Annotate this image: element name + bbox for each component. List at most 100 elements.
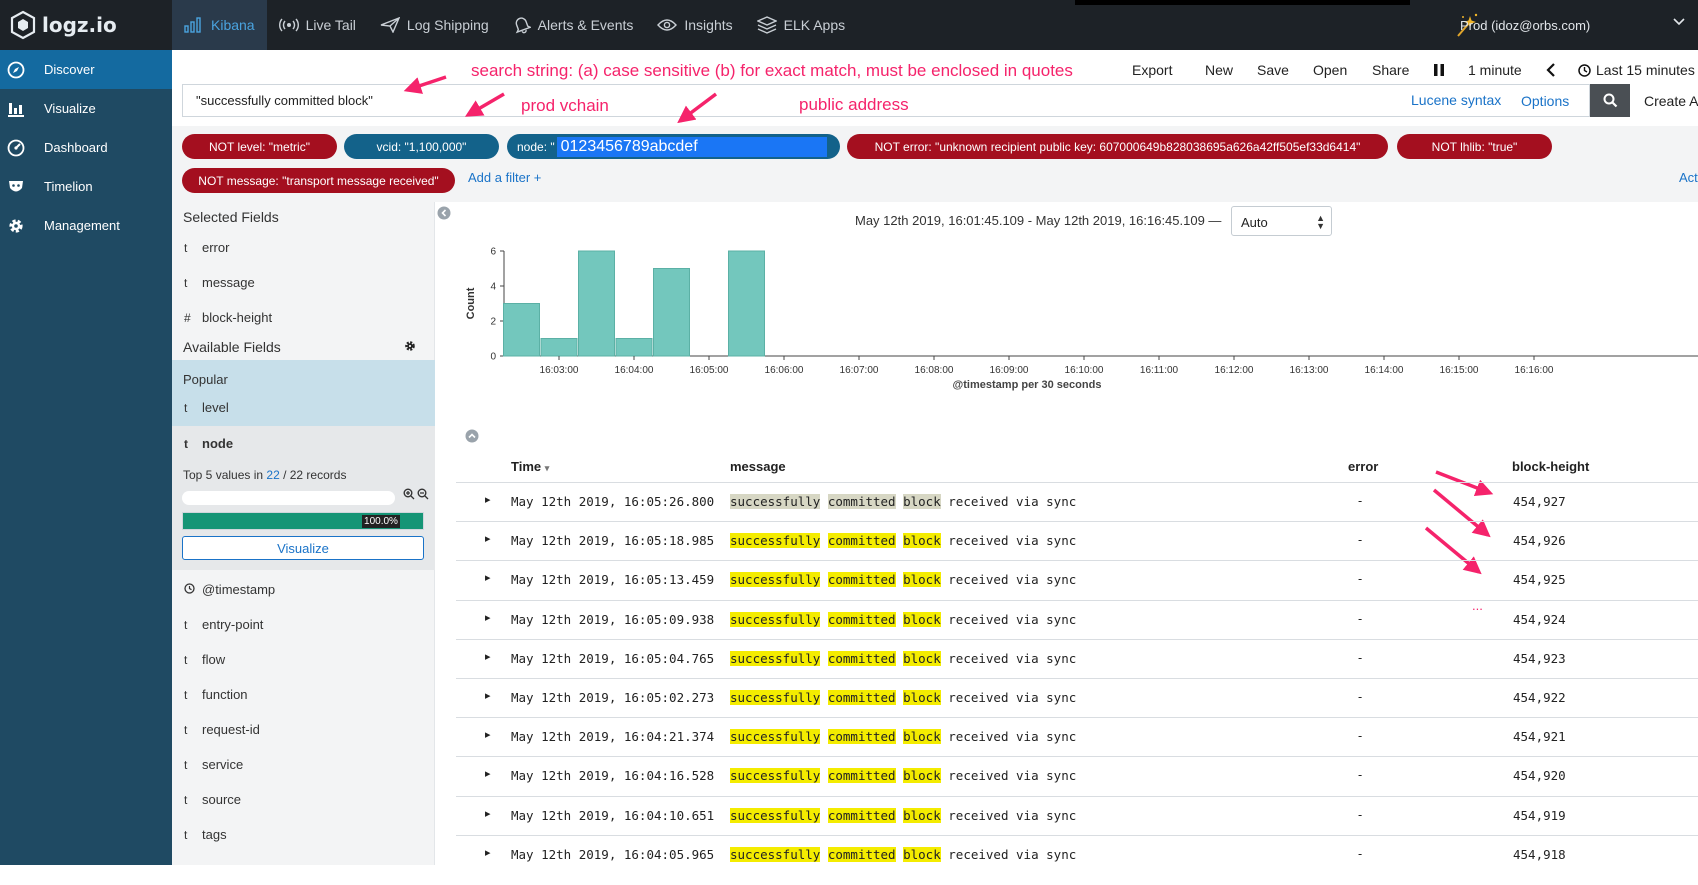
sidebar-item-visualize[interactable]: Visualize (0, 89, 172, 128)
save-button[interactable]: Save (1257, 62, 1289, 78)
gear-icon[interactable] (404, 340, 416, 352)
nav-elk-apps[interactable]: ELK Apps (745, 0, 858, 50)
table-row[interactable]: ▸ May 12th 2019, 16:04:05.965 successfully… (456, 834, 1698, 874)
field-item-entry-point[interactable]: t entry-point (184, 617, 263, 632)
field-item-node[interactable]: t node (184, 436, 233, 451)
field-item-level[interactable]: t level (184, 400, 229, 415)
cell-error: - (1358, 650, 1363, 665)
user-account[interactable]: Prod (idoz@orbs.com) (1460, 0, 1590, 50)
filter-pill-vcid[interactable]: vcid: "1,100,000" (344, 134, 499, 159)
nav-live-tail[interactable]: Live Tail (267, 0, 368, 50)
expand-row-icon[interactable]: ▸ (485, 846, 491, 859)
lucene-syntax-link[interactable]: Lucene syntax (1411, 92, 1502, 108)
expand-row-icon[interactable]: ▸ (485, 650, 491, 663)
pause-icon[interactable] (1433, 64, 1445, 76)
visualize-button[interactable]: Visualize (182, 536, 424, 560)
share-button[interactable]: Share (1372, 62, 1410, 78)
nav-insights[interactable]: Insights (645, 0, 744, 50)
nav-kibana[interactable]: Kibana (172, 0, 267, 50)
message-word: committed (827, 729, 896, 745)
expand-row-icon[interactable]: ▸ (485, 689, 491, 702)
export-button[interactable]: Export (1132, 62, 1173, 78)
field-name: message (202, 275, 255, 290)
field-item-message[interactable]: t message (184, 275, 255, 290)
sidebar-item-discover[interactable]: Discover (0, 50, 172, 89)
filter-pill-not-level[interactable]: NOT level: "metric" (182, 134, 337, 159)
filter-pill-not-error[interactable]: NOT error: "unknown recipient public key… (847, 134, 1388, 159)
column-header-error[interactable]: error (1348, 459, 1379, 474)
field-item-timestamp[interactable]: @timestamp (184, 582, 275, 597)
column-header-time[interactable]: Time ▾ (511, 459, 549, 474)
filter-pill-label: NOT error: "unknown recipient public key… (874, 139, 1361, 154)
sparkle-icon[interactable] (1455, 12, 1479, 38)
table-row[interactable]: ▸ May 12th 2019, 16:05:02.273 successfully… (456, 677, 1698, 717)
chevron-left-icon[interactable] (1545, 63, 1557, 77)
filter-pill-not-message[interactable]: NOT message: "transport message received… (182, 168, 455, 193)
filter-pill-label: vcid: "1,100,000" (376, 139, 467, 154)
field-item-tags[interactable]: t tags (184, 827, 227, 842)
field-item-function[interactable]: t function (184, 687, 248, 702)
collapse-sidebar-icon[interactable] (437, 206, 451, 220)
expand-row-icon[interactable]: ▸ (485, 572, 491, 585)
column-header-message[interactable]: message (730, 459, 786, 474)
cell-time: May 12th 2019, 16:05:13.459 (511, 572, 715, 588)
zoom-in-icon[interactable] (403, 488, 415, 500)
table-row[interactable]: ▸ May 12th 2019, 16:05:18.985 successfully… (456, 521, 1698, 560)
available-fields-heading: Available Fields (183, 339, 281, 355)
refresh-interval[interactable]: 1 minute (1468, 62, 1522, 78)
table-row[interactable]: ▸ May 12th 2019, 16:05:09.938 successfully… (456, 599, 1698, 639)
sidebar-item-management[interactable]: Management (0, 206, 172, 245)
table-row[interactable]: ▸ May 12th 2019, 16:04:10.651 successfully… (456, 795, 1698, 835)
x-tick-label: 16:15:00 (1440, 365, 1479, 376)
actions-link[interactable]: Act (1679, 170, 1698, 185)
expand-row-icon[interactable]: ▸ (485, 611, 491, 624)
field-item-request-id[interactable]: t request-id (184, 722, 260, 737)
top5-count-link[interactable]: 22 (266, 468, 280, 482)
field-item-source[interactable]: t source (184, 792, 241, 807)
cell-message: successfully committed block received vi… (730, 846, 1076, 862)
field-item-flow[interactable]: t flow (184, 652, 225, 667)
column-header-block-height[interactable]: block-height (1512, 459, 1590, 474)
table-row[interactable]: ▸ May 12th 2019, 16:05:04.765 successfully… (456, 638, 1698, 678)
table-row[interactable]: ▸ May 12th 2019, 16:04:16.528 successfully… (456, 756, 1698, 795)
table-row[interactable]: ▸ May 12th 2019, 16:05:13.459 successfully… (456, 560, 1698, 599)
new-button[interactable]: New (1205, 62, 1234, 78)
chevron-down-icon[interactable] (1672, 15, 1686, 29)
interval-select[interactable]: Auto ▲ ▼ (1231, 206, 1332, 236)
table-row[interactable]: ▸ May 12th 2019, 16:04:21.374 successfully… (456, 717, 1698, 756)
field-item-block-height[interactable]: # block-height (184, 310, 272, 325)
popular-heading: Popular (183, 372, 228, 387)
open-button[interactable]: Open (1313, 62, 1348, 78)
expand-row-icon[interactable]: ▸ (485, 533, 491, 546)
sort-caret-icon[interactable]: ▾ (544, 463, 550, 473)
histogram-chart[interactable]: 0 2 4 6 Count 16:03:00 16:04:00 16:05:00 16:06:0… (455, 245, 1698, 427)
time-range-picker[interactable]: Last 15 minutes (1596, 62, 1695, 78)
message-word: block (903, 611, 941, 627)
field-item-error[interactable]: t error (184, 240, 229, 255)
field-item-service[interactable]: t service (184, 757, 243, 772)
sidebar-item-timelion[interactable]: Timelion (0, 167, 172, 206)
search-button[interactable] (1590, 84, 1630, 117)
nav-alerts-events[interactable]: Alerts & Events (501, 0, 646, 50)
table-row[interactable]: ▸ May 12th 2019, 16:05:26.800 successfully… (456, 482, 1698, 521)
message-word: successfully (730, 846, 821, 862)
create-alert-link[interactable]: Create A (1644, 93, 1698, 109)
options-link[interactable]: Options (1521, 93, 1570, 109)
brand-logo[interactable]: logz.io (0, 0, 172, 50)
message-word: received (948, 494, 1009, 509)
search-query-text[interactable]: "successfully committed block" (196, 93, 373, 108)
collapse-chart-icon[interactable] (465, 429, 479, 443)
expand-row-icon[interactable]: ▸ (485, 768, 491, 781)
expand-row-icon[interactable]: ▸ (485, 807, 491, 820)
field-type-string-icon: t (184, 758, 188, 772)
filter-pill-not-lhlib[interactable]: NOT lhlib: "true" (1397, 134, 1552, 159)
y-axis-label: Count (465, 287, 477, 319)
field-type-string-icon: t (184, 793, 188, 807)
sidebar-item-dashboard[interactable]: Dashboard (0, 128, 172, 167)
zoom-out-icon[interactable] (417, 488, 429, 500)
expand-row-icon[interactable]: ▸ (485, 494, 491, 506)
filter-pill-node[interactable]: node: " 0123456789abcdef (507, 134, 840, 159)
expand-row-icon[interactable]: ▸ (485, 729, 491, 742)
add-filter-link[interactable]: Add a filter + (468, 170, 542, 185)
nav-log-shipping[interactable]: Log Shipping (368, 0, 501, 50)
